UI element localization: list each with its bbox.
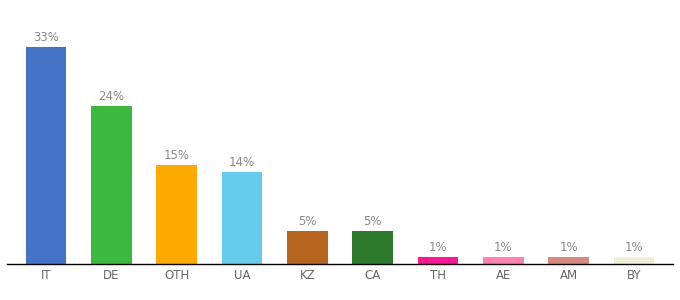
Text: 15%: 15% (164, 149, 190, 162)
Bar (483, 257, 524, 264)
Text: 33%: 33% (33, 31, 59, 44)
Bar (352, 231, 393, 264)
Bar (222, 172, 262, 264)
Text: 1%: 1% (494, 241, 513, 254)
Bar (548, 257, 589, 264)
Bar (614, 257, 654, 264)
Text: 5%: 5% (298, 215, 317, 228)
Text: 14%: 14% (229, 156, 255, 169)
Text: 5%: 5% (363, 215, 382, 228)
Text: 1%: 1% (560, 241, 578, 254)
Text: 1%: 1% (625, 241, 643, 254)
Bar (26, 47, 66, 264)
Text: 1%: 1% (428, 241, 447, 254)
Bar (156, 166, 197, 264)
Bar (418, 257, 458, 264)
Bar (287, 231, 328, 264)
Text: 24%: 24% (99, 90, 124, 103)
Bar (91, 106, 132, 264)
